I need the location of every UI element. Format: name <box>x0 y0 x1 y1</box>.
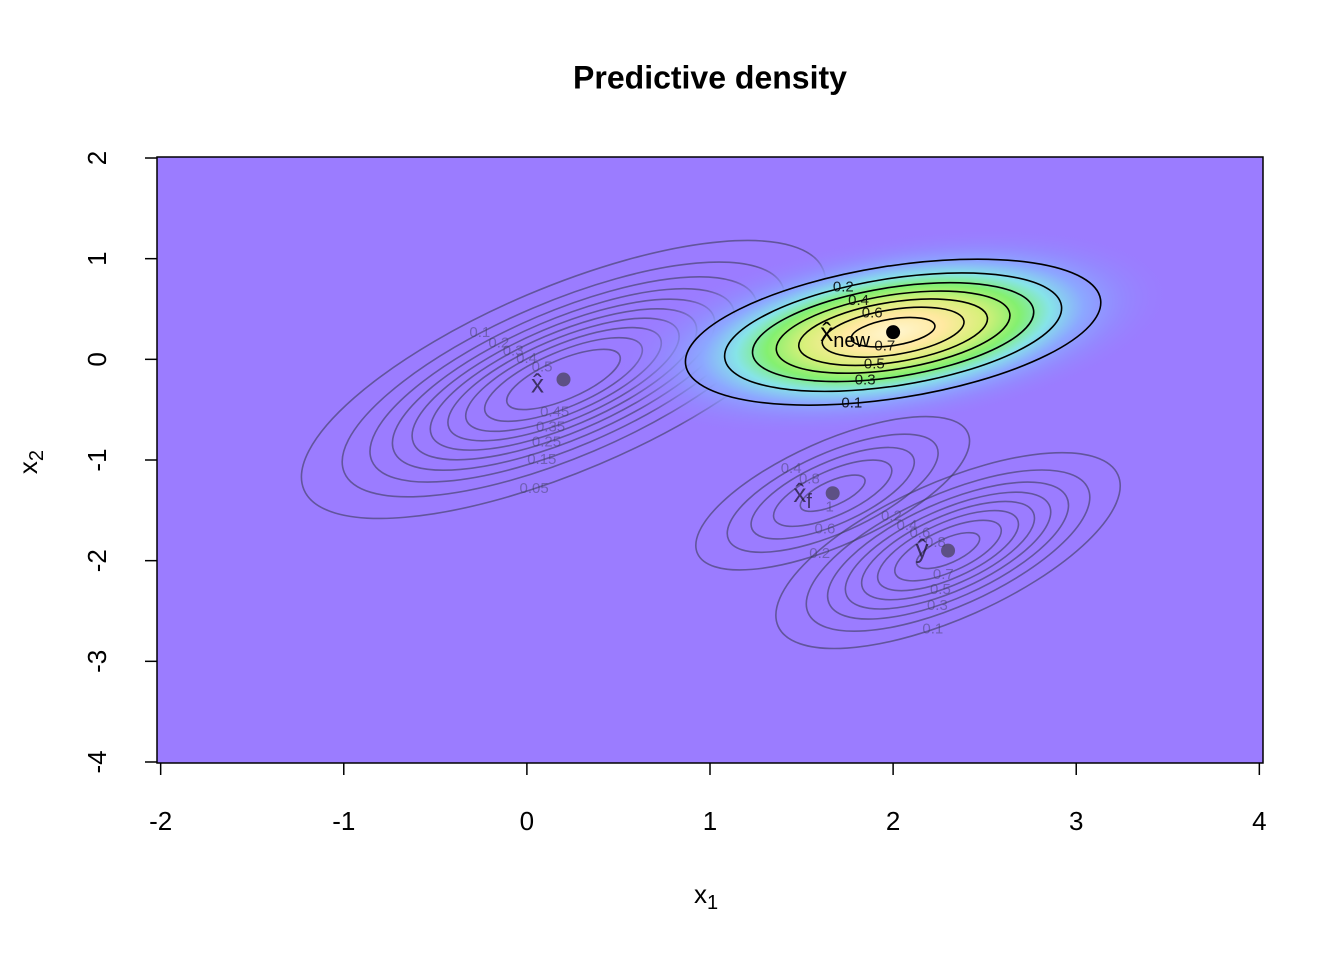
x-tick-label: 2 <box>886 806 900 836</box>
contour-label: 0.5 <box>864 356 885 373</box>
y-axis-label-main: x <box>13 461 43 474</box>
contour-line <box>750 446 916 540</box>
contour-label: 0.1 <box>841 394 862 411</box>
contour-line <box>915 531 981 570</box>
contour-label: 0.4 <box>781 460 802 477</box>
contour-line <box>844 491 1052 610</box>
contour-label: 0.2 <box>809 545 830 562</box>
contour-label: 1 <box>825 499 833 516</box>
y-tick-label: 0 <box>82 352 112 366</box>
x-tick-label: 1 <box>703 806 717 836</box>
point-label-main: ŷ <box>916 533 929 563</box>
y-tick-label: 1 <box>82 251 112 265</box>
contour-line <box>826 481 1070 620</box>
contour-label: 0.15 <box>527 451 556 468</box>
point-label-sub: f <box>806 492 812 514</box>
point <box>941 543 956 558</box>
y-axis-label-sub: 2 <box>26 450 48 461</box>
contour-line <box>876 509 1020 592</box>
x-axis-label-main: x <box>694 879 707 909</box>
contour-line <box>726 433 939 554</box>
contour-label: 0.4 <box>516 350 537 367</box>
contour-label: 0.2 <box>881 507 902 524</box>
contour-label: 0.7 <box>874 337 895 354</box>
y-tick-label: -3 <box>82 650 112 673</box>
contour-label: 0.3 <box>927 597 948 614</box>
x-axis-label: x1 <box>694 879 718 914</box>
contour-label: 0.6 <box>815 521 836 538</box>
contour-label: 0.8 <box>799 471 820 488</box>
contour-line <box>893 519 1003 582</box>
contour-line <box>850 316 936 348</box>
contour-label: 0.6 <box>862 304 883 321</box>
y-axis-label: x2 <box>13 450 48 474</box>
contour-label: 0.2 <box>833 278 854 295</box>
contour-label: 0.1 <box>922 620 943 637</box>
contour-label: 0.6 <box>909 525 930 542</box>
point-label-sub: new <box>833 330 870 352</box>
contour-label: 0.1 <box>469 324 490 341</box>
contour-label: 0.05 <box>520 480 549 497</box>
x-axis-label-sub: 1 <box>707 892 718 914</box>
contour-label: 0.3 <box>855 371 876 388</box>
contour-line <box>799 474 866 513</box>
contour-label: 0.45 <box>540 403 569 420</box>
contour-line <box>860 500 1036 601</box>
y-tick-label: -1 <box>82 448 112 471</box>
contour-line <box>797 298 989 367</box>
contour-label: 0.2 <box>488 335 509 352</box>
contour-line <box>772 459 893 528</box>
y-tick-label: -4 <box>82 750 112 773</box>
point <box>886 325 901 340</box>
plot-area: 0.050.10.150.20.250.30.350.40.450.5x̂0.1… <box>300 227 1174 650</box>
contour-line <box>775 451 1122 650</box>
contour-label: 0.7 <box>933 566 954 583</box>
contour-line <box>723 272 1063 393</box>
contour-line <box>751 281 1035 383</box>
point-label-main: x̂ <box>793 478 806 508</box>
point-label-main: x̂ <box>531 368 544 398</box>
contour-line <box>684 258 1102 406</box>
x-tick-label: -2 <box>149 806 172 836</box>
y-tick-label: -2 <box>82 549 112 572</box>
contour-label: 0.5 <box>532 359 553 376</box>
contour-line <box>805 469 1091 632</box>
point <box>825 486 840 501</box>
point-label: x̂ <box>531 368 544 398</box>
contour-group: 0.20.40.60.81x̂f <box>695 415 971 571</box>
point <box>556 372 571 387</box>
contour-label: 0.8 <box>925 534 946 551</box>
contour-group: 0.10.20.30.40.50.60.70.8ŷ <box>775 451 1122 650</box>
x-tick-label: 3 <box>1069 806 1083 836</box>
y-tick-label: 2 <box>82 151 112 165</box>
contour-group: 0.10.20.30.40.50.60.7x̂new <box>612 227 1174 437</box>
point-label-main: x̂ <box>820 317 833 347</box>
point-label: x̂new <box>820 317 870 352</box>
point-label: x̂f <box>793 478 812 513</box>
x-tick-label: 4 <box>1252 806 1266 836</box>
contour-line <box>775 290 1011 375</box>
x-tick-label: 0 <box>520 806 534 836</box>
chart-title: Predictive density <box>573 59 847 95</box>
contour-label: 0.4 <box>848 292 869 309</box>
point-label: ŷ <box>916 533 929 563</box>
x-tick-label: -1 <box>332 806 355 836</box>
contour-line <box>821 306 965 358</box>
